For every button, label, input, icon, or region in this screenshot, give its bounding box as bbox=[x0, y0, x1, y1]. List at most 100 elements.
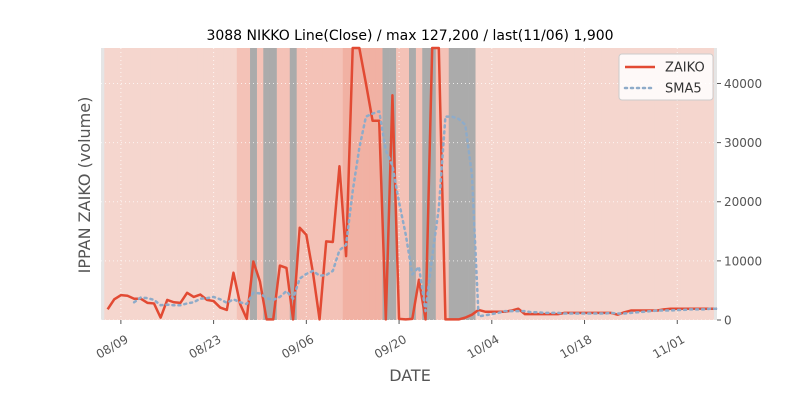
highlight-band bbox=[409, 48, 416, 320]
highlight-band bbox=[389, 48, 397, 320]
highlight-band bbox=[680, 48, 688, 320]
highlight-band bbox=[150, 48, 158, 320]
x-tick-label: 10/04 bbox=[465, 332, 502, 361]
highlight-band bbox=[521, 48, 529, 320]
highlight-band bbox=[541, 48, 549, 320]
highlight-band bbox=[481, 48, 489, 320]
highlight-bands bbox=[104, 48, 714, 320]
highlight-band bbox=[455, 48, 463, 320]
highlight-band bbox=[144, 48, 151, 320]
highlight-band bbox=[243, 48, 251, 320]
highlight-band bbox=[177, 48, 185, 320]
y-tick-label: 30000 bbox=[724, 136, 762, 150]
legend-label-zaiko: ZAIKO bbox=[665, 61, 705, 76]
highlight-band bbox=[495, 48, 503, 320]
highlight-band bbox=[508, 48, 516, 320]
highlight-band bbox=[534, 48, 542, 320]
highlight-band bbox=[428, 48, 436, 320]
highlight-band bbox=[554, 48, 562, 320]
highlight-band bbox=[587, 48, 595, 320]
highlight-band bbox=[342, 48, 350, 320]
highlight-band bbox=[250, 48, 257, 320]
highlight-band bbox=[137, 48, 145, 320]
highlight-band bbox=[256, 48, 264, 320]
highlight-band bbox=[514, 48, 522, 320]
highlight-band bbox=[203, 48, 211, 320]
highlight-band bbox=[375, 48, 383, 320]
highlight-band bbox=[501, 48, 509, 320]
highlight-band bbox=[329, 48, 337, 320]
legend: ZAIKO SMA5 bbox=[618, 53, 714, 101]
highlight-band bbox=[356, 48, 363, 320]
highlight-band bbox=[402, 48, 410, 320]
highlight-band bbox=[382, 48, 390, 320]
highlight-band bbox=[283, 48, 291, 320]
highlight-band bbox=[567, 48, 575, 320]
highlight-band bbox=[561, 48, 569, 320]
x-axis-label: DATE bbox=[389, 366, 431, 385]
highlight-band bbox=[574, 48, 582, 320]
highlight-band bbox=[422, 48, 430, 320]
highlight-band bbox=[528, 48, 536, 320]
highlight-band bbox=[216, 48, 224, 320]
highlight-band bbox=[190, 48, 198, 320]
highlight-band bbox=[700, 48, 708, 320]
highlight-band bbox=[296, 48, 304, 320]
x-tick-label: 08/23 bbox=[187, 332, 224, 361]
y-axis-ticks: 0 10000 20000 30000 40000 bbox=[717, 77, 762, 328]
y-tick-label: 0 bbox=[724, 314, 732, 328]
highlight-band bbox=[461, 48, 469, 320]
highlight-band bbox=[614, 48, 622, 320]
highlight-band bbox=[475, 48, 483, 320]
highlight-band bbox=[634, 48, 642, 320]
x-tick-label: 09/06 bbox=[279, 332, 316, 361]
series-lines bbox=[106, 46, 719, 321]
x-tick-label: 10/18 bbox=[557, 332, 594, 361]
highlight-band bbox=[322, 48, 330, 320]
highlight-band bbox=[157, 48, 165, 320]
highlight-band bbox=[110, 48, 118, 320]
x-axis-ticks: 08/09 08/23 09/06 09/20 10/04 10/18 11/01 bbox=[94, 320, 687, 362]
highlight-band bbox=[230, 48, 238, 320]
highlight-band bbox=[309, 48, 317, 320]
highlight-band bbox=[660, 48, 668, 320]
highlight-band bbox=[369, 48, 377, 320]
highlight-band bbox=[415, 48, 423, 320]
series-line-sma5 bbox=[132, 110, 719, 318]
highlight-band bbox=[276, 48, 284, 320]
highlight-band bbox=[647, 48, 655, 320]
highlight-band bbox=[124, 48, 132, 320]
highlight-band bbox=[104, 48, 112, 320]
highlight-band bbox=[707, 48, 714, 320]
highlight-band bbox=[607, 48, 615, 320]
highlight-band bbox=[289, 48, 297, 320]
x-tick-label: 11/01 bbox=[650, 332, 687, 361]
highlight-band bbox=[448, 48, 456, 320]
highlight-band bbox=[362, 48, 370, 320]
highlight-band bbox=[620, 48, 628, 320]
x-tick-label: 08/09 bbox=[94, 332, 131, 361]
highlight-band bbox=[197, 48, 204, 320]
chart-title: 3088 NIKKO Line(Close) / max 127,200 / l… bbox=[206, 28, 613, 44]
highlight-band bbox=[640, 48, 648, 320]
y-tick-label: 20000 bbox=[724, 195, 762, 209]
highlight-band bbox=[223, 48, 231, 320]
highlight-band bbox=[269, 48, 277, 320]
highlight-band bbox=[170, 48, 178, 320]
highlight-band bbox=[601, 48, 609, 320]
highlight-band bbox=[693, 48, 701, 320]
highlight-band bbox=[183, 48, 191, 320]
highlight-band bbox=[594, 48, 602, 320]
highlight-band bbox=[163, 48, 171, 320]
highlight-band bbox=[548, 48, 556, 320]
highlight-band bbox=[667, 48, 675, 320]
x-tick-label: 09/20 bbox=[372, 332, 409, 361]
highlight-band bbox=[263, 48, 271, 320]
series-line-zaiko bbox=[106, 46, 717, 321]
y-tick-label: 40000 bbox=[724, 77, 762, 91]
y-tick-label: 10000 bbox=[724, 254, 762, 268]
highlight-band bbox=[687, 48, 695, 320]
highlight-band bbox=[435, 48, 443, 320]
highlight-band bbox=[442, 48, 450, 320]
